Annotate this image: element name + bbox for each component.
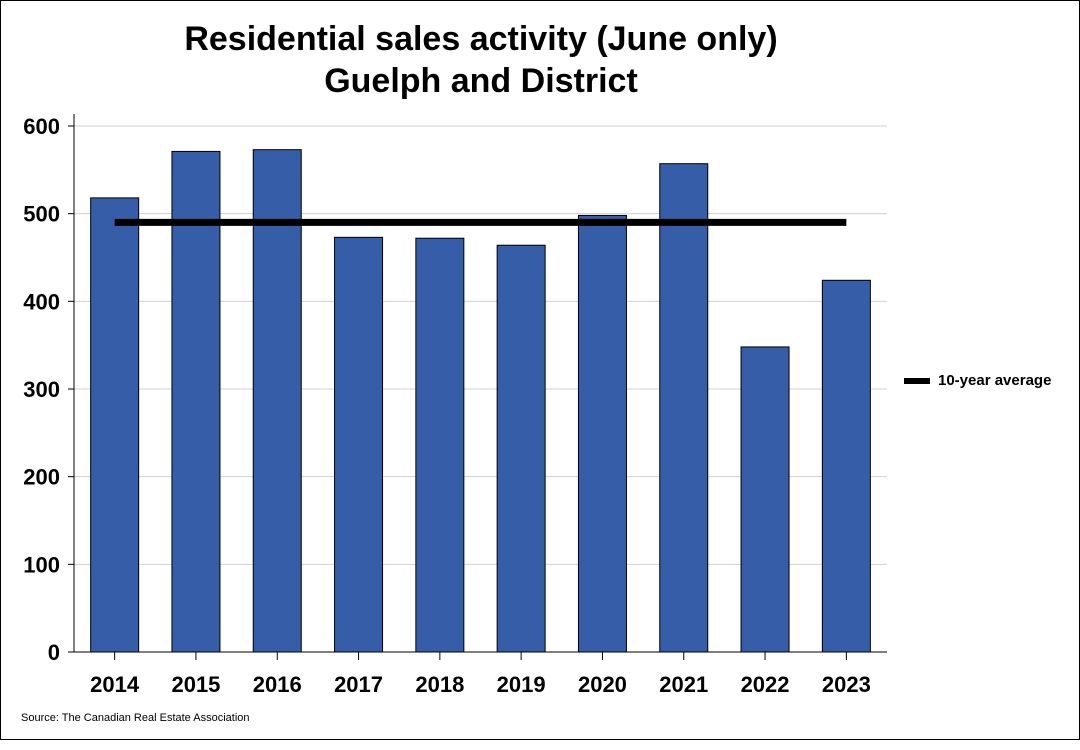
legend-line-swatch xyxy=(904,377,930,384)
legend: 10-year average xyxy=(904,372,1051,389)
bar-2014 xyxy=(90,197,140,653)
x-tick-label: 2022 xyxy=(741,672,790,697)
tick-labels: 0 100 200 300 400 500 600 2014 2015 2016 2017 2018 2… xyxy=(23,114,871,697)
axes xyxy=(68,114,887,660)
bar-2022 xyxy=(740,346,790,653)
chart-subtitle: Guelph and District xyxy=(324,62,638,100)
x-tick-label: 2016 xyxy=(253,672,302,697)
bar-2020 xyxy=(577,214,627,653)
y-tick-label: 300 xyxy=(23,377,60,402)
bar-2023 xyxy=(821,279,871,653)
x-tick-label: 2021 xyxy=(659,672,708,697)
y-tick-label: 400 xyxy=(23,289,60,314)
x-tick-label: 2014 xyxy=(90,672,140,697)
source-note: Source: The Canadian Real Estate Associa… xyxy=(21,712,250,724)
bars xyxy=(90,149,871,653)
x-tick-label: 2015 xyxy=(171,672,220,697)
y-tick-label: 500 xyxy=(23,202,60,227)
bar-2015 xyxy=(171,150,221,653)
x-tick-label: 2017 xyxy=(334,672,383,697)
y-tick-label: 200 xyxy=(23,465,60,490)
bar-2021 xyxy=(659,163,709,653)
x-tick-label: 2020 xyxy=(578,672,627,697)
bar-2016 xyxy=(252,149,302,653)
x-tick-label: 2018 xyxy=(415,672,464,697)
bar-2017 xyxy=(334,236,384,653)
legend-label: 10-year average xyxy=(938,372,1052,389)
bar-2018 xyxy=(415,237,465,653)
chart-title: Residential sales activity (June only) xyxy=(184,20,778,58)
x-tick-label: 2023 xyxy=(822,672,871,697)
y-tick-label: 600 xyxy=(23,114,60,139)
y-tick-label: 100 xyxy=(23,552,60,577)
x-tick-label: 2019 xyxy=(497,672,546,697)
chart-title-block: Residential sales activity (June only) G… xyxy=(0,18,962,102)
bar-2019 xyxy=(496,244,546,653)
y-tick-label: 0 xyxy=(48,640,60,665)
